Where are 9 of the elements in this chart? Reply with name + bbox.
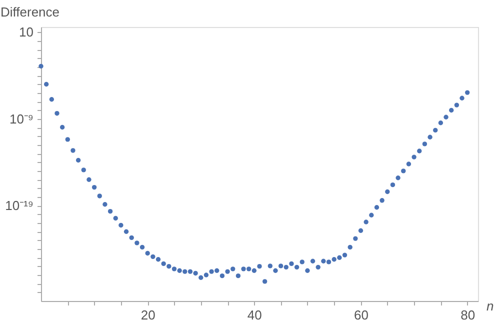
x-tick-label: 40 [247,308,262,322]
x-tick-label: 80 [460,308,476,322]
y-tick-label: 10 [19,24,34,40]
x-tick-label: 60 [354,308,368,322]
y-tick-label: 10⁻⁹ [9,111,34,126]
x-axis-title: n [486,298,494,314]
x-tick-label: 20 [140,308,156,322]
y-tick-label: 10⁻¹⁹ [5,198,34,214]
y-axis-title: Difference [0,4,60,20]
